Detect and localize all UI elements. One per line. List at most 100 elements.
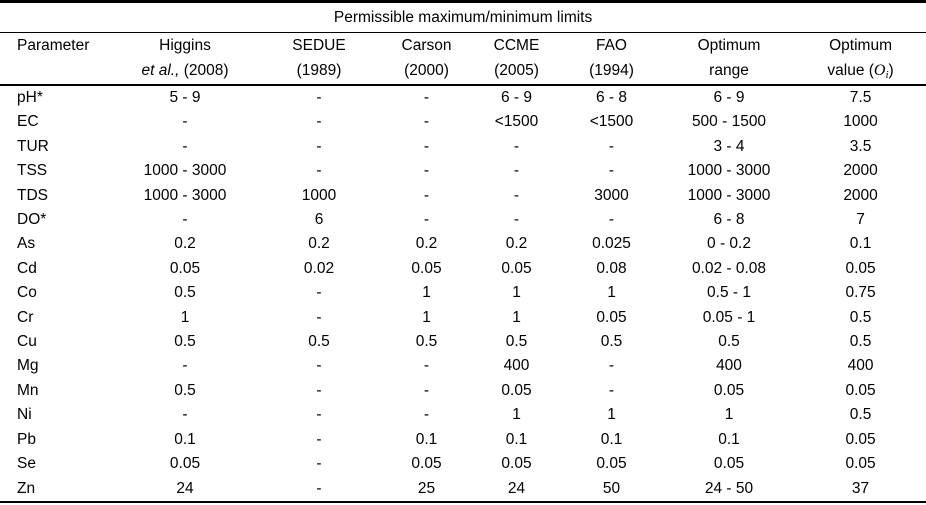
value-suffix-text: ) — [888, 62, 894, 79]
value-cell: 0.05 — [596, 455, 627, 473]
column-header-sedue: SEDUE (1989) — [258, 32, 380, 86]
column-header-line2: (1994) — [589, 62, 634, 79]
value-cell: 0.05 — [596, 308, 627, 326]
value-cell: 0.5 — [849, 406, 872, 424]
value-cell: 0.08 — [596, 259, 627, 277]
value-cell: - — [316, 381, 322, 399]
value-cell: 0.05 — [501, 259, 532, 277]
parameter-cell: Pb — [17, 430, 36, 448]
value-cell: 0.1 — [505, 430, 528, 448]
value-cell: - — [182, 357, 188, 375]
value-cell: 2000 — [843, 186, 878, 204]
table-title-row: Permissible maximum/minimum limits — [0, 1, 926, 33]
column-header-optimum-range: Optimum range — [663, 32, 795, 86]
value-cell: - — [423, 113, 430, 131]
value-cell: 1000 - 3000 — [687, 162, 771, 180]
value-cell: 0.02 - 0.08 — [691, 259, 767, 277]
column-header-line1: Carson — [401, 37, 452, 54]
value-cell: - — [182, 406, 188, 424]
value-cell: 1 — [512, 284, 521, 302]
value-cell: - — [316, 308, 322, 326]
value-cell: - — [423, 137, 430, 155]
column-header-fao: FAO (1994) — [560, 32, 663, 86]
column-header-optimum-value: Optimum value (Oi) — [795, 32, 926, 86]
value-cell: 0.5 — [415, 333, 438, 351]
value-cell: 0.2 — [415, 235, 438, 253]
column-header-line2: range — [709, 62, 749, 79]
table-row: pH* 5 - 9 - - 6 - 9 6 - 8 6 - 9 7.5 — [0, 85, 926, 110]
column-header-line1: Optimum — [829, 37, 892, 54]
value-cell: 1 — [512, 308, 521, 326]
value-cell: - — [513, 162, 520, 180]
value-cell: 400 — [716, 357, 742, 375]
value-cell: 0.1 — [174, 430, 196, 448]
table-row: Pb 0.1 - 0.1 0.1 0.1 0.1 0.05 — [0, 428, 926, 452]
value-cell: 0.05 — [169, 259, 201, 277]
table-row: Mn 0.5 - - 0.05 - 0.05 0.05 — [0, 379, 926, 403]
value-cell: 0.05 — [713, 455, 745, 473]
math-oi-symbol: Oi — [873, 62, 889, 81]
value-cell: 6 - 9 — [713, 89, 745, 106]
table-row: TSS 1000 - 3000 - - - - 1000 - 3000 2000 — [0, 159, 926, 183]
value-cell: 24 - 50 — [704, 479, 754, 497]
value-cell: 1 — [607, 284, 616, 302]
column-header-line2: (2005) — [494, 62, 539, 79]
value-cell: - — [423, 162, 430, 180]
column-header-line2 — [17, 58, 112, 83]
value-cell: 50 — [602, 479, 621, 497]
parameter-cell: Cu — [17, 333, 37, 351]
value-cell: 0.1 — [415, 430, 438, 448]
value-cell: - — [423, 211, 430, 229]
value-cell: 0.5 — [849, 333, 872, 351]
table-body: pH* 5 - 9 - - 6 - 9 6 - 8 6 - 9 7.5 EC - - - <1500 <1… — [0, 85, 926, 502]
parameter-cell: TSS — [17, 162, 48, 180]
parameter-cell: Co — [17, 284, 37, 302]
parameter-cell: DO* — [17, 211, 47, 229]
value-cell: 2000 — [843, 162, 878, 180]
table-title: Permissible maximum/minimum limits — [0, 1, 926, 33]
value-cell: - — [316, 113, 322, 131]
value-cell: - — [316, 137, 322, 155]
value-cell: - — [608, 357, 615, 375]
et-al-text: et al., — [141, 62, 180, 79]
parameter-cell: TDS — [17, 186, 48, 204]
column-header-line2: et al., (2008) — [112, 58, 258, 83]
value-cell: 0.05 — [845, 455, 876, 473]
table-row: As 0.2 0.2 0.2 0.2 0.025 0 - 0.2 0.1 — [0, 232, 926, 256]
value-cell: - — [608, 162, 615, 180]
value-cell: - — [513, 186, 520, 204]
value-cell: - — [316, 162, 322, 180]
value-cell: 24 — [176, 479, 194, 497]
parameter-cell: pH* — [17, 89, 43, 106]
value-cell: 1 — [180, 308, 190, 326]
value-cell: 0.05 — [845, 430, 876, 448]
table-row: Zn 24 - 25 24 50 24 - 50 37 — [0, 477, 926, 502]
value-cell: 0.5 — [174, 333, 196, 351]
table-header: Permissible maximum/minimum limits Param… — [0, 1, 926, 86]
table-row: EC - - - <1500 <1500 500 - 1500 1000 — [0, 110, 926, 134]
column-header-ccme: CCME (2005) — [473, 32, 560, 86]
column-header-line1: Parameter — [17, 37, 90, 54]
value-cell: - — [608, 381, 615, 399]
table-row: Cd 0.05 0.02 0.05 0.05 0.08 0.02 - 0.08 0.05 — [0, 257, 926, 281]
parameter-cell: Ni — [17, 406, 32, 424]
table-row: DO* - 6 - - - 6 - 8 7 — [0, 208, 926, 232]
value-cell: 1 — [607, 406, 616, 424]
value-cell: 7.5 — [849, 89, 872, 106]
value-cell: - — [423, 186, 430, 204]
value-cell: 1000 — [843, 113, 878, 131]
table-row: Cu 0.5 0.5 0.5 0.5 0.5 0.5 0.5 — [0, 330, 926, 354]
column-header-line2: value (Oi) — [795, 58, 926, 83]
value-cell: 0.5 — [718, 333, 740, 351]
value-cell: - — [608, 137, 615, 155]
table-row: Cr 1 - 1 1 0.05 0.05 - 1 0.5 — [0, 306, 926, 330]
value-cell: 0.05 — [713, 381, 745, 399]
value-cell: - — [316, 89, 322, 106]
table-row: Ni - - - 1 1 1 0.5 — [0, 403, 926, 427]
value-cell: 1000 — [301, 186, 337, 204]
column-header-line1: CCME — [493, 37, 540, 54]
value-cell: 0.05 — [845, 381, 876, 399]
value-cell: 0.2 — [308, 235, 330, 253]
value-cell: 37 — [851, 479, 870, 497]
